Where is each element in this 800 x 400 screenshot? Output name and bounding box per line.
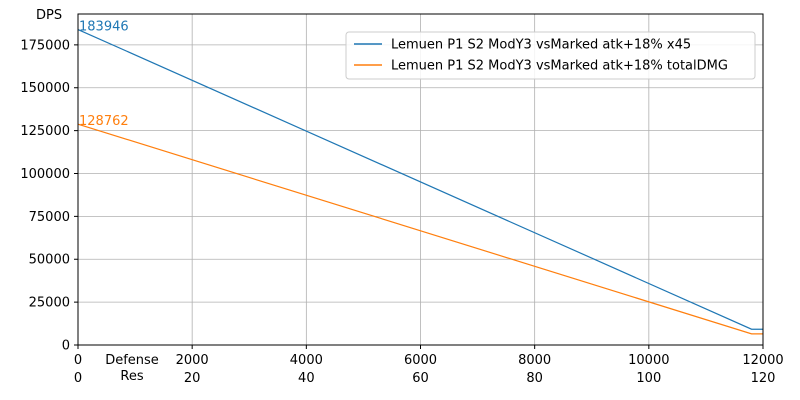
y-tick-label: 0: [62, 339, 70, 354]
x-tick-label-secondary: 20: [184, 371, 201, 386]
annotation-layer: 183946 128762: [79, 20, 129, 130]
legend: Lemuen P1 S2 ModY3 vsMarked atk+18% x45 L…: [345, 31, 756, 80]
x-tick-label: 12000: [742, 353, 783, 368]
x-axis-label: Defense: [105, 353, 159, 368]
y-axis-label: DPS: [36, 8, 62, 23]
legend-box: [345, 31, 756, 80]
x-tick-label: 8000: [518, 353, 551, 368]
x-tick-label-secondary: 60: [412, 371, 429, 386]
series-line: [77, 28, 763, 330]
y-tick-label: 175000: [20, 38, 70, 53]
y-tick-label: 75000: [29, 210, 70, 225]
ticks-layer: 0020002040004060006080008010000100120001…: [20, 38, 783, 386]
data-label: 128762: [79, 114, 129, 129]
x-tick-label: 0: [74, 353, 82, 368]
y-tick-label: 25000: [29, 296, 70, 311]
y-tick-label: 150000: [20, 81, 70, 96]
y-tick-label: 125000: [20, 124, 70, 139]
x-tick-label-secondary: 40: [298, 371, 315, 386]
y-tick-label: 50000: [29, 253, 70, 268]
data-label: 183946: [79, 20, 129, 35]
x-tick-label: 4000: [290, 353, 323, 368]
y-tick-label: 100000: [20, 167, 70, 182]
legend-label: Lemuen P1 S2 ModY3 vsMarked atk+18% x45: [391, 38, 691, 53]
x-tick-label: 6000: [404, 353, 437, 368]
x-tick-label: 10000: [628, 353, 669, 368]
series-line: [77, 123, 763, 335]
x-tick-label-secondary: 80: [526, 371, 543, 386]
x-tick-label: 2000: [176, 353, 209, 368]
legend-label: Lemuen P1 S2 ModY3 vsMarked atk+18% tota…: [391, 59, 728, 74]
x-tick-label-secondary: 100: [636, 371, 661, 386]
x-axis-label: Res: [120, 369, 143, 384]
series-layer: [77, 28, 763, 335]
x-tick-label-secondary: 0: [74, 371, 82, 386]
x-tick-label-secondary: 120: [751, 371, 776, 386]
